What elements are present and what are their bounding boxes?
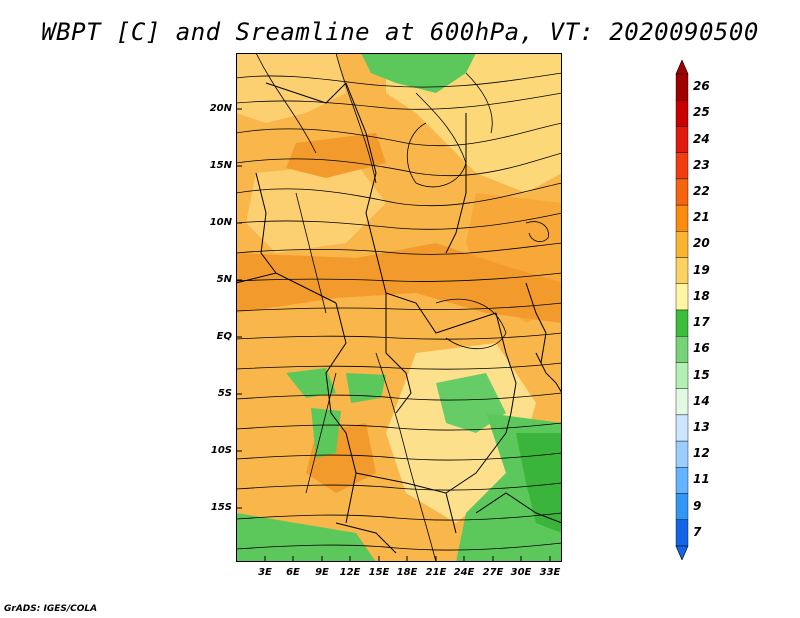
lat-label: 15S — [210, 502, 232, 513]
colorbar-swatch — [675, 126, 689, 153]
colorbar-level-label: 23 — [693, 157, 710, 172]
lat-label: 5S — [217, 388, 232, 399]
colorbar-swatch — [675, 519, 689, 547]
lon-label: 21E — [425, 567, 447, 578]
colorbar-swatch — [675, 204, 689, 232]
colorbar-swatch — [675, 231, 689, 258]
footer-credit: GrADS: IGES/COLA — [4, 604, 98, 614]
lon-label: 9E — [315, 567, 329, 578]
lon-label: 18E — [396, 567, 418, 578]
colorbar-swatch — [675, 309, 689, 337]
lat-label: EQ — [216, 331, 232, 342]
colorbar-swatch — [675, 73, 689, 101]
wbpt-region-17 — [236, 513, 376, 562]
country-borders — [236, 82, 562, 554]
wbpt-region-17 — [311, 408, 341, 458]
lon-label: 27E — [482, 567, 504, 578]
lon-label: 15E — [368, 567, 390, 578]
wbpt-region-19 — [236, 53, 346, 123]
colorbar-level-label: 16 — [693, 341, 710, 356]
colorbar-swatch — [675, 493, 689, 520]
colorbar-level-label: 7 — [693, 524, 702, 539]
colorbar-swatch — [675, 283, 689, 311]
colorbar-level-label: 21 — [693, 210, 710, 225]
colorbar-swatch — [675, 440, 689, 468]
map-canvas — [236, 53, 562, 562]
wbpt-region-17 — [361, 53, 476, 93]
colorbar-swatch — [675, 362, 689, 389]
colorbar-level-label: 14 — [693, 393, 710, 408]
lon-label: 24E — [453, 567, 475, 578]
colorbar-level-label: 24 — [693, 131, 710, 146]
colorbar-level-label: 15 — [693, 367, 710, 382]
colorbar-level-label: 18 — [693, 288, 710, 303]
wbpt-region-17 — [286, 368, 336, 398]
wbpt-region-19 — [386, 343, 536, 523]
lon-label: 3E — [258, 567, 272, 578]
map-frame — [236, 53, 562, 562]
colorbar-swatch — [675, 178, 689, 206]
lon-label: 33E — [539, 567, 561, 578]
lat-label: 10N — [209, 217, 232, 228]
colorbar-level-label: 20 — [693, 236, 710, 251]
lon-label: 12E — [339, 567, 361, 578]
colorbar-level-label: 22 — [693, 184, 710, 198]
plot-title: WBPT [C] and Sreamline at 600hPa, VT: 20… — [41, 18, 759, 46]
lon-label: 30E — [510, 567, 532, 578]
colorbar-level-label: 25 — [693, 105, 710, 120]
lat-label: 5N — [216, 274, 232, 285]
map-panel — [236, 53, 562, 562]
colorbar-swatch — [675, 257, 689, 284]
streamlines — [236, 53, 562, 562]
wbpt-region-16 — [516, 433, 562, 533]
colorbar-swatch — [675, 467, 689, 494]
lat-label: 10S — [210, 445, 232, 456]
lat-label: 20N — [209, 103, 232, 114]
colorbar-swatch — [675, 388, 689, 416]
colorbar — [675, 60, 689, 560]
colorbar-level-label: 9 — [693, 498, 702, 513]
wbpt-region-19 — [246, 163, 386, 253]
colorbar-level-label: 17 — [693, 315, 710, 330]
colorbar-level-label: 13 — [693, 420, 710, 434]
colorbar-swatch — [675, 336, 689, 363]
wbpt-region-22 — [236, 243, 562, 323]
colorbar-level-label: 12 — [693, 446, 710, 461]
colorbar-arrow-bottom — [675, 545, 689, 560]
colorbar-level-label: 11 — [693, 472, 710, 487]
colorbar-level-label: 19 — [693, 262, 710, 277]
lon-label: 6E — [286, 567, 300, 578]
colorbar-level-label: 26 — [693, 79, 710, 94]
lat-label: 15N — [209, 160, 232, 171]
colorbar-swatch — [675, 100, 689, 127]
colorbar-swatch — [675, 152, 689, 180]
colorbar-arrow-top — [675, 60, 689, 75]
colorbar-swatch — [675, 414, 689, 442]
